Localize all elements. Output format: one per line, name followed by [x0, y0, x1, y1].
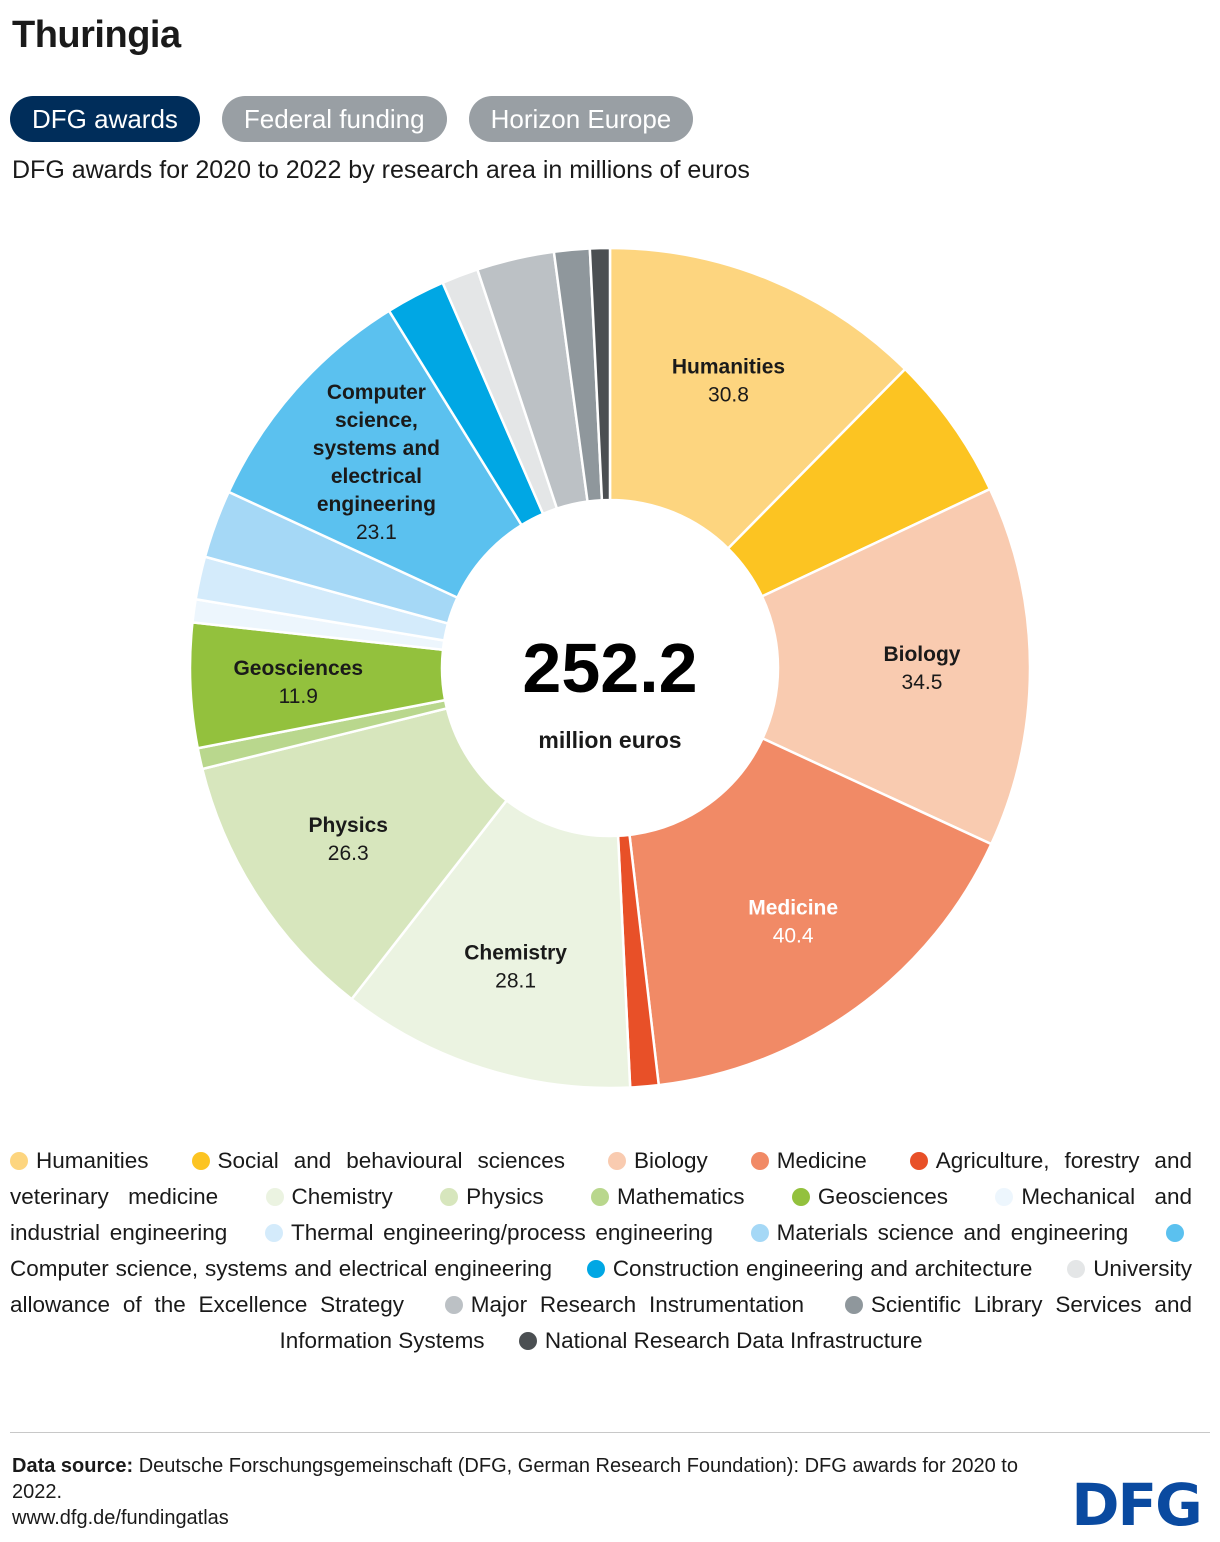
legend-swatch [750, 1152, 769, 1170]
tab-federal-funding[interactable]: Federal funding [221, 96, 447, 142]
slice-medicine[interactable] [628, 736, 993, 1087]
legend-item-university-allowance-of-the-excellence-strategy[interactable]: University allowance of the Excellence S… [10, 1256, 1192, 1317]
legend-item-scientific-library-services-and-information-systems[interactable]: Scientific Library Services and Informat… [279, 1292, 1192, 1353]
legend-item-mechanical-and-industrial-engineering[interactable]: Mechanical and industrial engineering [10, 1184, 1192, 1245]
slice-biology[interactable] [760, 487, 1032, 846]
legend-swatch [791, 1188, 810, 1206]
legend-label: Computer science, systems and electrical… [10, 1256, 552, 1281]
dfg-logo-text: DFG [1071, 1478, 1200, 1530]
footer-divider [10, 1432, 1210, 1433]
legend-item-computer-science-systems-and-electrical-engineering[interactable]: Computer science, systems and electrical… [10, 1220, 1192, 1281]
slice-value-physics: 26.3 [328, 842, 369, 865]
chart-subtitle: DFG awards for 2020 to 2022 by research … [12, 156, 750, 184]
legend-label: Physics [466, 1184, 544, 1209]
legend-label: Social and behavioural sciences [217, 1148, 566, 1173]
slice-label-chemistry: Chemistry 28.1 [464, 941, 567, 992]
slice-computer-science-systems-and-electrical-engineering[interactable] [227, 309, 524, 600]
center-total-value: 252.2 [522, 629, 697, 707]
legend-label: Mechanical and industrial engineering [10, 1184, 1192, 1245]
tab-bar: DFG awards Federal funding Horizon Europ… [10, 96, 694, 142]
legend-item-medicine[interactable]: Medicine [750, 1148, 867, 1173]
legend-item-biology[interactable]: Biology [607, 1148, 708, 1173]
legend-item-social-and-behavioural-sciences[interactable]: Social and behavioural sciences [191, 1148, 566, 1173]
data-source-label: Data source: [12, 1455, 134, 1477]
legend-item-geosciences[interactable]: Geosciences [791, 1184, 948, 1209]
legend-label: Major Research Instrumentation [470, 1292, 805, 1317]
slice-national-research-data-infrastructure[interactable] [588, 246, 612, 502]
legend-swatch [264, 1224, 283, 1242]
legend-swatch [909, 1152, 928, 1170]
legend-label: Thermal engineering/process engineering [290, 1220, 713, 1245]
legend-swatch [440, 1188, 459, 1206]
legend-swatch [995, 1188, 1014, 1206]
legend-swatch [1067, 1260, 1086, 1278]
legend-swatch [1165, 1224, 1184, 1242]
legend-label: Humanities [36, 1148, 149, 1173]
legend-label: Geosciences [817, 1184, 948, 1209]
slice-labels: Humanities 30.8 Biology 34.5 Medicine 40.4 Che… [233, 355, 960, 992]
legend-item-construction-engineering-and-architecture[interactable]: Construction engineering and architectur… [586, 1256, 1033, 1281]
data-source: Data source: Deutsche Forschungsgemeinsc… [12, 1453, 1042, 1505]
footer-url[interactable]: www.dfg.de/fundingatlas [12, 1507, 229, 1529]
legend-label: Materials science and engineering [776, 1220, 1129, 1245]
slice-chemistry[interactable] [349, 798, 632, 1090]
legend-label: Medicine [776, 1148, 867, 1173]
tab-dfg-awards[interactable]: DFG awards [10, 96, 200, 142]
slice-value-computer-science-systems-and-electrical-engineering: 23.1 [356, 521, 397, 544]
legend-item-chemistry[interactable]: Chemistry [265, 1184, 393, 1209]
legend-item-major-research-instrumentation[interactable]: Major Research Instrumentation [444, 1292, 805, 1317]
donut-chart: Humanities 30.8 Biology 34.5 Medicine 40.4 Che… [188, 246, 1032, 1090]
legend-swatch [10, 1152, 28, 1170]
data-source-text: Deutsche Forschungsgemeinschaft (DFG, Ge… [12, 1455, 1018, 1503]
footer: Data source: Deutsche Forschungsgemeinsc… [12, 1453, 1042, 1531]
legend-label: Scientific Library Services and Informat… [279, 1292, 1192, 1353]
slice-label-physics: Physics 26.3 [309, 814, 388, 865]
chart-legend: Humanities Social and behavioural scienc… [10, 1143, 1192, 1359]
legend-label: Biology [633, 1148, 708, 1173]
slice-label-humanities: Humanities 30.8 [672, 355, 785, 406]
legend-item-thermal-engineering-process-engineering[interactable]: Thermal engineering/process engineering [264, 1220, 713, 1245]
legend-item-physics[interactable]: Physics [440, 1184, 544, 1209]
slice-humanities[interactable] [608, 246, 907, 551]
slice-value-humanities: 30.8 [708, 383, 749, 406]
center-total-label: million euros [538, 727, 681, 753]
tab-horizon-europe[interactable]: Horizon Europe [468, 96, 694, 142]
legend-swatch [844, 1296, 863, 1314]
legend-swatch [191, 1152, 210, 1170]
legend-label: Mathematics [617, 1184, 745, 1209]
page-title: Thuringia [12, 14, 181, 56]
legend-swatch [750, 1224, 769, 1242]
slice-label-computer-science-systems-and-electrical-engineering: Computer science, systems and electrical eng… [313, 381, 440, 544]
legend-item-national-research-data-infrastructure[interactable]: National Research Data Infrastructure [518, 1328, 923, 1353]
legend-swatch [518, 1332, 537, 1350]
donut-slices [188, 246, 1032, 1090]
slice-label-medicine: Medicine 40.4 [748, 897, 838, 948]
legend-label: University allowance of the Excellence S… [10, 1256, 1192, 1317]
legend-label: Construction engineering and architectur… [612, 1256, 1033, 1281]
legend-label: National Research Data Infrastructure [544, 1328, 923, 1353]
slice-value-biology: 34.5 [902, 671, 943, 694]
legend-item-humanities[interactable]: Humanities [10, 1148, 149, 1173]
legend-swatch [607, 1152, 626, 1170]
legend-swatch [444, 1296, 463, 1314]
legend-label: Chemistry [291, 1184, 393, 1209]
slice-physics[interactable] [200, 706, 509, 1001]
legend-swatch [591, 1188, 609, 1206]
legend-item-agriculture-forestry-and-veterinary-medicine[interactable]: Agriculture, forestry and veterinary med… [10, 1148, 1192, 1209]
slice-label-geosciences: Geosciences 11.9 [233, 657, 363, 708]
legend-item-materials-science-and-engineering[interactable]: Materials science and engineering [750, 1220, 1129, 1245]
legend-swatch [265, 1188, 284, 1206]
slice-value-medicine: 40.4 [773, 925, 814, 948]
legend-label: Agriculture, forestry and veterinary med… [10, 1148, 1192, 1209]
legend-item-mathematics[interactable]: Mathematics [591, 1184, 745, 1209]
slice-value-chemistry: 28.1 [495, 969, 536, 992]
slice-value-geosciences: 11.9 [279, 685, 318, 708]
dfg-logo: DFG [1071, 1478, 1202, 1530]
legend-swatch [586, 1260, 605, 1278]
slice-label-biology: Biology 34.5 [883, 643, 960, 694]
